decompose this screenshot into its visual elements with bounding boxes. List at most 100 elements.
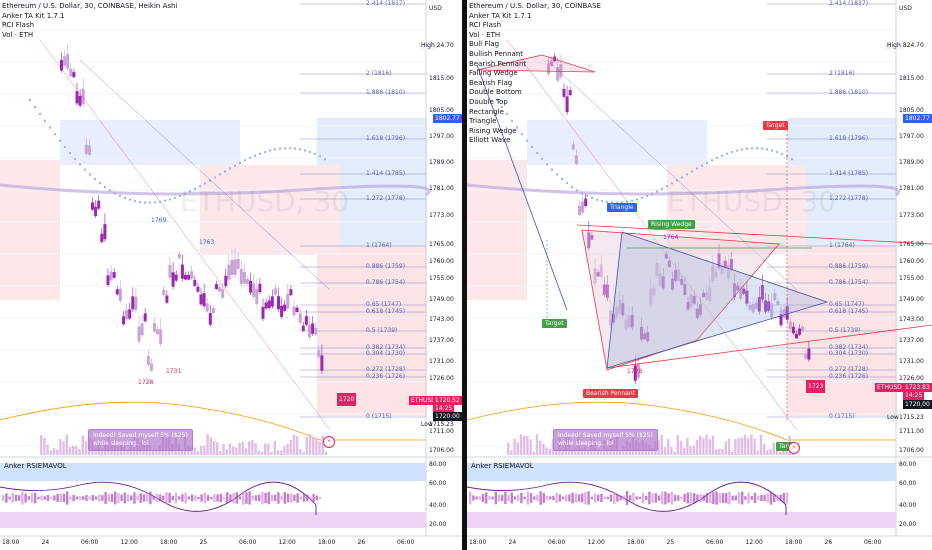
right-legend-pattern-3[interactable]: Bearish Pennant [469,59,527,68]
rsi-histogram-bar [277,492,280,504]
rsi-histogram-bar [753,492,757,504]
volume-bar [769,449,772,455]
right-low-label: Low [887,414,899,421]
right-legend-indicator-3[interactable]: Vol · ETH [469,30,501,39]
rsi-histogram-bar [37,496,40,500]
left-chart-pane[interactable]: Ethereum / U.S. Dollar, 30, COINBASE, He… [0,0,462,550]
rsi-histogram-bar [625,491,629,505]
bearish-pennant-pattern-label[interactable]: Bearish Pennant [583,389,638,398]
volume-bar [196,451,200,455]
candle-body [162,289,166,296]
right-legend-pattern-8[interactable]: Rectangle [469,107,504,116]
candle-body [717,253,721,268]
candle-body [782,309,786,318]
ma-dot [595,198,599,201]
pane-divider[interactable] [462,0,467,550]
candle-body [301,325,305,331]
left-legend-indicator-3[interactable]: Vol · ETH [2,30,34,39]
target-label-bottom[interactable]: Targ [776,442,795,451]
right-legend-pattern-7[interactable]: Double Top [469,97,508,106]
time-axis-label: 24 [41,539,50,546]
right-legend-indicator-2[interactable]: RCI Flash [469,21,502,30]
rsi-histogram-bar [283,492,286,504]
right-legend-pattern-9[interactable]: Triangle [469,117,497,126]
candle-body [267,300,271,309]
right-legend-pattern-11[interactable]: Elliott Wave [469,136,511,145]
ma-dot [68,151,72,155]
left-legend-symbol[interactable]: Ethereum / U.S. Dollar, 30, COINBASE, He… [2,2,178,10]
rsi-histogram-bar [709,492,712,504]
target-label-top[interactable]: Target [763,121,788,130]
candle-body [630,314,634,328]
rsi-histogram-bar [552,495,555,501]
ma-dot [630,199,634,202]
volume-bar [276,450,280,455]
rsi-histogram-bar [504,491,507,505]
right-legend-pattern-6[interactable]: Double Bottom [469,88,522,97]
volume-bar [56,449,59,455]
candle-body [621,303,625,316]
right-chart-pane[interactable]: Ethereum / U.S. Dollar, 30, COINBASE Ank… [467,0,932,550]
ma-dot [665,185,669,188]
ma-dot [750,147,754,150]
ma-dot [303,149,307,152]
volume-bar [747,438,750,455]
time-axis-label: 18:00 [785,539,803,546]
subpanel-axis-label: 20.00 [429,521,447,528]
triangle-pattern-label[interactable]: Triangle [607,203,637,212]
right-legend-symbol[interactable]: Ethereum / U.S. Dollar, 30, COINBASE [469,2,601,10]
rsi-lower-band [0,512,426,528]
rsi-upper-band [467,463,896,481]
price-axis-label: 1789.00 [429,159,454,166]
time-axis-label: 12:00 [278,539,296,546]
candle-body [683,284,687,295]
left-legend-indicator-1[interactable]: Anker TA Kit 1.7.1 [2,11,65,20]
right-legend-pattern-2[interactable]: Bullish Pennant [469,49,524,58]
volume-bar [519,434,523,455]
fib-level-label: 0.304 (1730) [829,350,869,357]
volume-bar [155,449,158,455]
rsi-histogram-bar [494,491,497,505]
right-comment-note[interactable]: Indeed! Saved myself 5% ($25) while slee… [553,429,658,451]
wedge-upper-line [576,224,932,245]
rising-wedge-pattern-label[interactable]: Rising Wedge [648,220,695,229]
volume-bar [315,438,318,455]
price-axis-label: 1737.00 [899,337,924,344]
ma-dot [293,147,297,150]
right-legend-pattern-5[interactable]: Bearish Flag [469,78,513,87]
right-legend-indicator-1[interactable]: Anker TA Kit 1.7.1 [469,11,532,20]
candle-body [714,271,718,278]
candle-body [605,284,609,298]
left-subpanel-title[interactable]: Anker RSIEMAVOL [4,462,67,470]
rsi-histogram-bar [53,495,56,501]
time-axis-label: 26 [357,539,366,546]
rsi-histogram-bar [593,493,597,503]
rsi-histogram-bar [613,492,616,504]
right-price-badge: 1723 [806,380,826,393]
right-legend-pattern-10[interactable]: Rising Wedge [469,126,517,135]
fib-level-label: 0.272 (1728) [829,366,869,373]
right-legend-pattern-1[interactable]: Bull Flag [469,40,500,49]
volume-bar [750,434,753,455]
ma-dot [288,147,292,150]
candle-body [125,309,129,320]
rsi-histogram-bar [651,493,654,503]
left-legend-indicator-2[interactable]: RCI Flash [2,21,35,30]
volume-bar [193,447,196,455]
rsi-histogram-bar [274,494,277,502]
right-subpanel-title[interactable]: Anker RSIEMAVOL [471,462,534,470]
candle-body [733,283,736,298]
right-legend-pattern-4[interactable]: Falling Wedge [469,69,518,78]
right-chart-canvas[interactable] [467,0,932,550]
candle-body [686,301,690,310]
left-lightning-icon[interactable]: ⚡ [323,436,335,448]
price-axis-label: 1731.00 [429,358,454,365]
right-lightning-icon[interactable]: ⚡ [788,442,800,454]
rsi-histogram-bar [91,495,94,501]
left-comment-note[interactable]: Indeed! Saved myself 5% ($25) while slee… [88,429,193,451]
left-chart-canvas[interactable] [0,0,462,550]
ma-dot [163,199,167,202]
candle-body [314,327,318,335]
volume-bar [75,446,78,455]
target-label-left[interactable]: Target [542,319,567,328]
